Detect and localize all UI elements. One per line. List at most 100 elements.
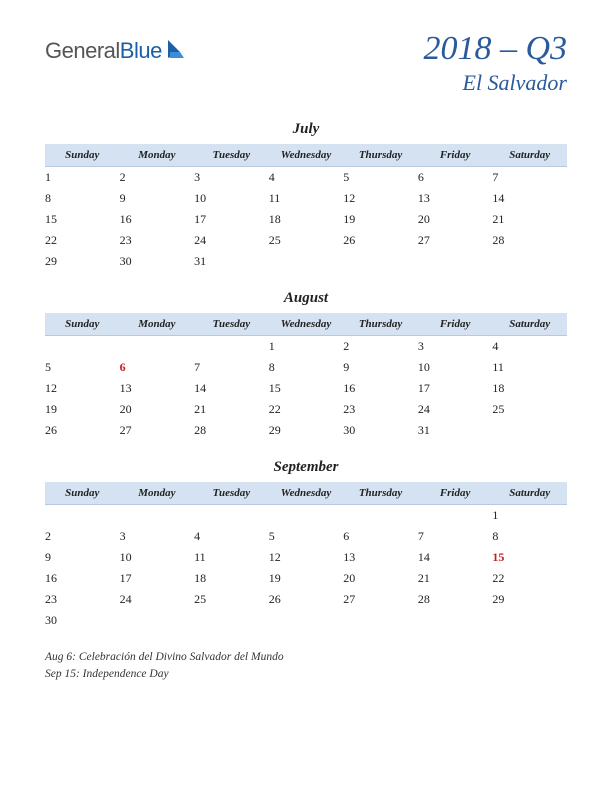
day-header: Sunday: [45, 313, 120, 336]
day-header: Wednesday: [269, 482, 344, 505]
day-cell: 27: [120, 420, 195, 441]
day-cell: [418, 610, 493, 631]
day-cell: 31: [194, 251, 269, 272]
day-cell: 6: [120, 357, 195, 378]
day-cell: 14: [194, 378, 269, 399]
day-cell: 16: [45, 568, 120, 589]
day-cell: 8: [45, 188, 120, 209]
day-cell: 24: [418, 399, 493, 420]
day-cell: [120, 610, 195, 631]
calendar-table: SundayMondayTuesdayWednesdayThursdayFrid…: [45, 482, 567, 631]
day-cell: 9: [120, 188, 195, 209]
day-cell: [194, 336, 269, 358]
day-cell: 23: [45, 589, 120, 610]
day-cell: 22: [269, 399, 344, 420]
day-cell: 19: [343, 209, 418, 230]
logo-text-blue: Blue: [120, 38, 162, 63]
day-header: Monday: [120, 313, 195, 336]
day-cell: 10: [194, 188, 269, 209]
day-cell: [45, 336, 120, 358]
table-row: 262728293031: [45, 420, 567, 441]
day-cell: [343, 610, 418, 631]
day-cell: [120, 505, 195, 527]
day-cell: [343, 251, 418, 272]
day-cell: 29: [269, 420, 344, 441]
day-cell: 3: [194, 167, 269, 189]
table-row: 1: [45, 505, 567, 527]
day-cell: 24: [194, 230, 269, 251]
day-header: Thursday: [343, 144, 418, 167]
day-cell: 30: [45, 610, 120, 631]
day-cell: 23: [120, 230, 195, 251]
day-cell: 25: [269, 230, 344, 251]
day-cell: 11: [492, 357, 567, 378]
day-cell: 22: [492, 568, 567, 589]
month-block: AugustSundayMondayTuesdayWednesdayThursd…: [45, 290, 567, 441]
day-cell: 1: [492, 505, 567, 527]
day-cell: [492, 420, 567, 441]
day-cell: 21: [492, 209, 567, 230]
day-header: Thursday: [343, 313, 418, 336]
sail-icon: [166, 38, 186, 65]
day-cell: 20: [120, 399, 195, 420]
day-cell: 17: [120, 568, 195, 589]
table-row: 1234: [45, 336, 567, 358]
logo-text-general: General: [45, 38, 120, 63]
calendar-table: SundayMondayTuesdayWednesdayThursdayFrid…: [45, 144, 567, 272]
day-cell: [194, 505, 269, 527]
day-cell: [194, 610, 269, 631]
day-cell: 8: [269, 357, 344, 378]
day-cell: [45, 505, 120, 527]
day-cell: [269, 610, 344, 631]
title-block: 2018 – Q3 El Salvador: [423, 30, 567, 96]
day-cell: 6: [418, 167, 493, 189]
day-cell: 26: [45, 420, 120, 441]
day-cell: 19: [45, 399, 120, 420]
day-cell: 13: [418, 188, 493, 209]
day-cell: 16: [343, 378, 418, 399]
day-cell: 30: [120, 251, 195, 272]
day-cell: 4: [492, 336, 567, 358]
day-cell: 5: [45, 357, 120, 378]
table-row: 293031: [45, 251, 567, 272]
day-cell: 7: [492, 167, 567, 189]
day-cell: 26: [269, 589, 344, 610]
day-cell: 18: [492, 378, 567, 399]
day-cell: 25: [492, 399, 567, 420]
day-header: Tuesday: [194, 144, 269, 167]
day-cell: 12: [269, 547, 344, 568]
day-cell: 27: [418, 230, 493, 251]
day-header: Tuesday: [194, 482, 269, 505]
day-cell: 5: [269, 526, 344, 547]
holiday-entry: Sep 15: Independence Day: [45, 666, 567, 683]
calendars-container: JulySundayMondayTuesdayWednesdayThursday…: [45, 121, 567, 631]
day-cell: [492, 610, 567, 631]
day-header: Friday: [418, 144, 493, 167]
day-cell: 29: [492, 589, 567, 610]
day-cell: 14: [418, 547, 493, 568]
day-cell: 7: [418, 526, 493, 547]
day-cell: 28: [418, 589, 493, 610]
day-header: Wednesday: [269, 144, 344, 167]
day-cell: [343, 505, 418, 527]
day-cell: 23: [343, 399, 418, 420]
day-cell: 12: [343, 188, 418, 209]
page-header: GeneralBlue 2018 – Q3 El Salvador: [45, 30, 567, 96]
table-row: 12131415161718: [45, 378, 567, 399]
month-name: September: [45, 459, 567, 476]
day-cell: 24: [120, 589, 195, 610]
day-header: Friday: [418, 313, 493, 336]
day-cell: 13: [343, 547, 418, 568]
day-header: Saturday: [492, 313, 567, 336]
day-header: Monday: [120, 144, 195, 167]
holiday-list: Aug 6: Celebración del Divino Salvador d…: [45, 649, 567, 684]
day-cell: 21: [194, 399, 269, 420]
day-cell: 2: [120, 167, 195, 189]
month-block: September SundayMondayTuesdayWednesdayThu…: [45, 459, 567, 631]
month-block: JulySundayMondayTuesdayWednesdayThursday…: [45, 121, 567, 272]
day-cell: 10: [120, 547, 195, 568]
table-row: 891011121314: [45, 188, 567, 209]
day-cell: 2: [45, 526, 120, 547]
day-cell: 31: [418, 420, 493, 441]
day-header: Tuesday: [194, 313, 269, 336]
